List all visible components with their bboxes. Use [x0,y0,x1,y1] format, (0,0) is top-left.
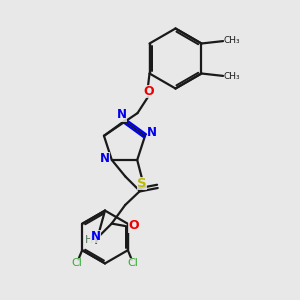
Text: CH₃: CH₃ [224,36,240,45]
Text: S: S [137,177,146,190]
Text: H: H [85,236,94,245]
Text: Cl: Cl [128,258,139,268]
Text: O: O [129,220,139,232]
Text: N: N [91,230,100,243]
Text: N: N [117,108,127,122]
Text: N: N [100,152,110,165]
Text: N: N [147,126,157,139]
Text: CH₃: CH₃ [224,72,240,81]
Text: Cl: Cl [71,258,82,268]
Text: O: O [143,85,154,98]
